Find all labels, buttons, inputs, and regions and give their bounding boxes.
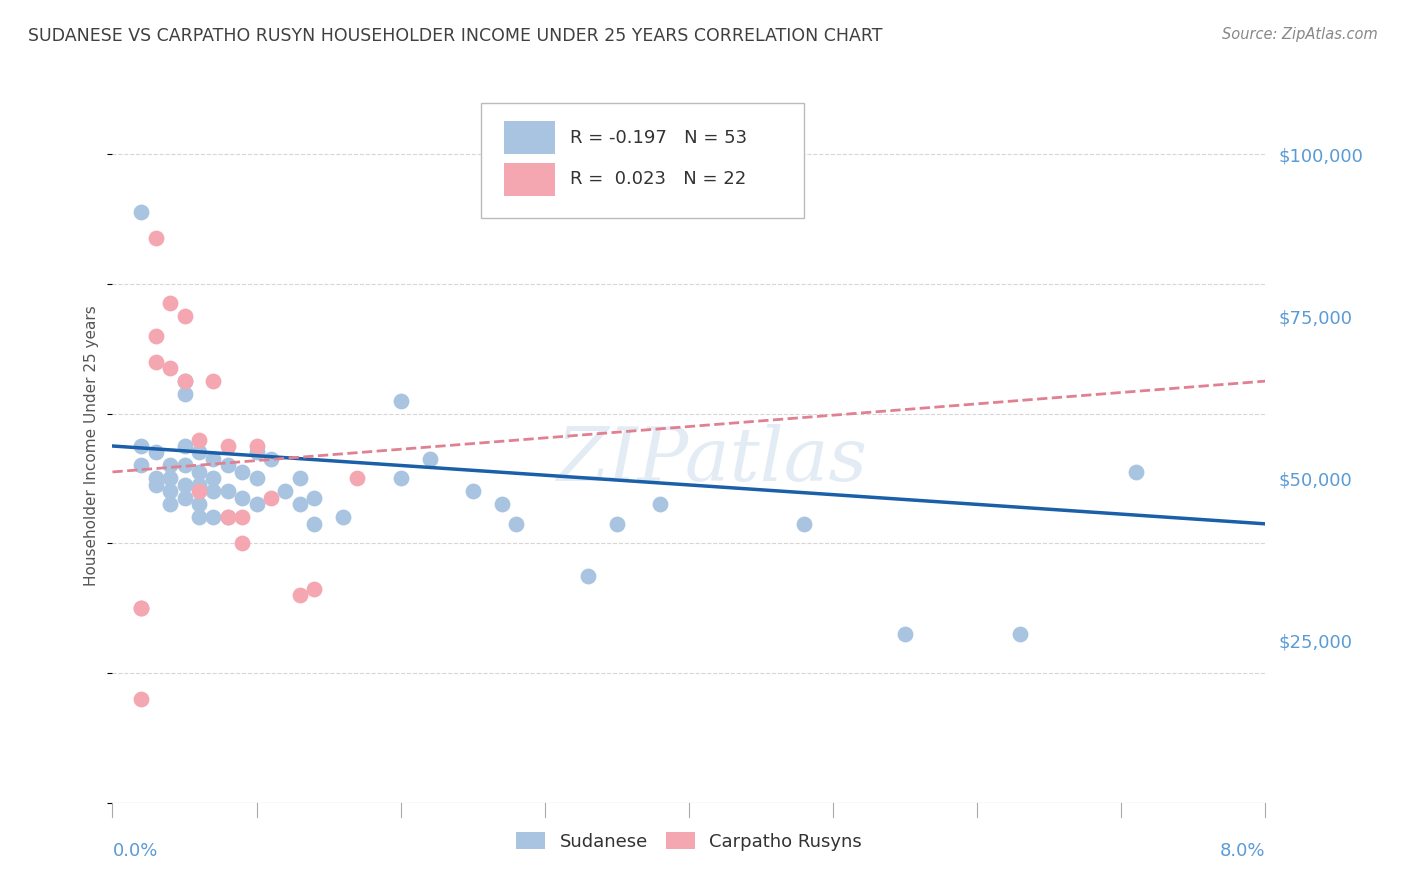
- Point: [188, 484, 211, 499]
- Text: ZIPatlas: ZIPatlas: [557, 424, 868, 497]
- Point: [129, 458, 153, 473]
- Point: [202, 484, 225, 499]
- Point: [145, 328, 167, 343]
- Point: [129, 205, 153, 219]
- Point: [173, 491, 195, 505]
- Point: [491, 497, 513, 511]
- Point: [173, 387, 195, 401]
- Point: [419, 452, 441, 467]
- Point: [188, 510, 211, 524]
- Point: [288, 471, 311, 485]
- Point: [231, 510, 253, 524]
- Point: [202, 510, 225, 524]
- Point: [648, 497, 672, 511]
- Point: [188, 433, 211, 447]
- Point: [461, 484, 484, 499]
- Point: [173, 310, 195, 324]
- Point: [231, 491, 253, 505]
- Point: [505, 516, 527, 531]
- Point: [188, 465, 211, 479]
- Point: [217, 484, 239, 499]
- Point: [246, 439, 269, 453]
- Point: [793, 516, 815, 531]
- Point: [202, 452, 225, 467]
- Point: [159, 296, 181, 310]
- Point: [159, 471, 181, 485]
- Point: [202, 374, 225, 388]
- Text: 8.0%: 8.0%: [1220, 842, 1265, 860]
- Point: [129, 692, 153, 706]
- Point: [129, 601, 153, 615]
- Point: [389, 393, 412, 408]
- Point: [1010, 627, 1032, 641]
- Y-axis label: Householder Income Under 25 years: Householder Income Under 25 years: [84, 306, 100, 586]
- Point: [145, 478, 167, 492]
- Point: [894, 627, 917, 641]
- Point: [173, 478, 195, 492]
- Text: R = -0.197   N = 53: R = -0.197 N = 53: [571, 128, 748, 146]
- Point: [217, 439, 239, 453]
- Point: [129, 439, 153, 453]
- Point: [346, 471, 368, 485]
- Point: [246, 445, 269, 459]
- Point: [606, 516, 628, 531]
- Point: [188, 497, 211, 511]
- Point: [260, 491, 283, 505]
- Point: [217, 510, 239, 524]
- Point: [188, 445, 211, 459]
- Point: [129, 601, 153, 615]
- Point: [217, 510, 239, 524]
- Point: [231, 465, 253, 479]
- Point: [288, 588, 311, 602]
- Point: [159, 497, 181, 511]
- Point: [173, 458, 195, 473]
- Text: R =  0.023   N = 22: R = 0.023 N = 22: [571, 170, 747, 188]
- Point: [173, 374, 195, 388]
- Point: [173, 374, 195, 388]
- Point: [145, 471, 167, 485]
- Point: [159, 458, 181, 473]
- Legend: Sudanese, Carpatho Rusyns: Sudanese, Carpatho Rusyns: [509, 825, 869, 858]
- FancyBboxPatch shape: [505, 162, 555, 195]
- Point: [288, 497, 311, 511]
- Point: [145, 231, 167, 245]
- Point: [332, 510, 354, 524]
- Point: [260, 452, 283, 467]
- Text: 0.0%: 0.0%: [112, 842, 157, 860]
- Point: [159, 361, 181, 376]
- Point: [304, 582, 326, 596]
- Text: Source: ZipAtlas.com: Source: ZipAtlas.com: [1222, 27, 1378, 42]
- Point: [217, 458, 239, 473]
- Point: [304, 491, 326, 505]
- Point: [159, 484, 181, 499]
- Point: [145, 445, 167, 459]
- Point: [1125, 465, 1147, 479]
- Point: [389, 471, 412, 485]
- FancyBboxPatch shape: [481, 103, 804, 218]
- Point: [145, 354, 167, 368]
- Text: SUDANESE VS CARPATHO RUSYN HOUSEHOLDER INCOME UNDER 25 YEARS CORRELATION CHART: SUDANESE VS CARPATHO RUSYN HOUSEHOLDER I…: [28, 27, 883, 45]
- Point: [188, 478, 211, 492]
- Point: [274, 484, 297, 499]
- Point: [246, 471, 269, 485]
- FancyBboxPatch shape: [505, 121, 555, 154]
- Point: [576, 568, 599, 582]
- Point: [246, 497, 269, 511]
- Point: [304, 516, 326, 531]
- Point: [173, 439, 195, 453]
- Point: [202, 471, 225, 485]
- Point: [231, 536, 253, 550]
